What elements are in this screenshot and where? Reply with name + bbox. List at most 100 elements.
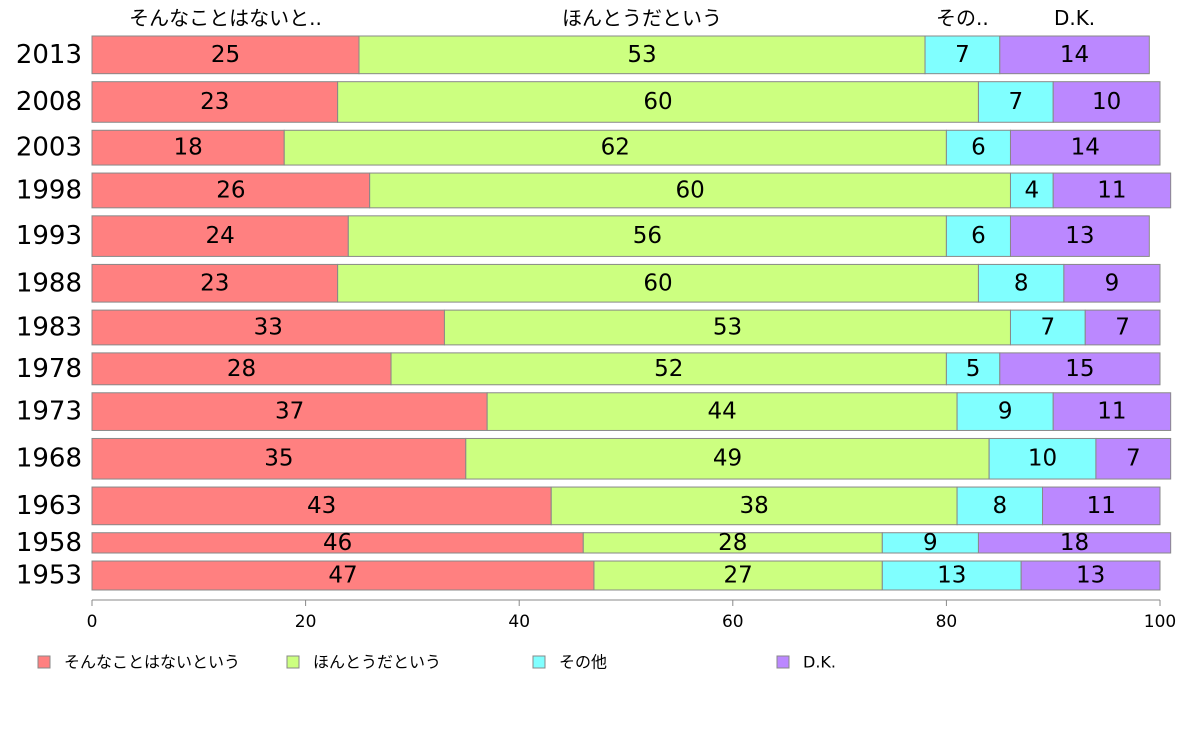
legend-swatch — [37, 655, 51, 669]
x-tick-label: 80 — [936, 612, 958, 632]
segment-label: 49 — [713, 446, 742, 472]
segment-label: 7 — [1126, 446, 1141, 472]
segment-label: 23 — [200, 270, 229, 296]
bar-segment — [369, 172, 1011, 209]
x-tick-label: 20 — [295, 612, 317, 632]
year-label: 1983 — [16, 312, 82, 342]
bar-segment — [999, 352, 1161, 386]
segment-label: 23 — [200, 89, 229, 115]
legend-label: ほんとうだという — [313, 653, 441, 672]
legend-swatch — [532, 655, 546, 669]
bar-segment — [550, 486, 958, 526]
segment-label: 43 — [307, 493, 336, 519]
segment-label: 9 — [998, 399, 1013, 425]
bar-segment — [1042, 486, 1161, 526]
segment-label: 9 — [923, 530, 938, 556]
bar-segment — [977, 263, 1065, 303]
year-label: 1993 — [16, 221, 82, 251]
legend-label: その他 — [559, 653, 607, 672]
bar-segment — [337, 81, 979, 123]
segment-label: 10 — [1028, 446, 1057, 472]
segment-label: 9 — [1105, 270, 1120, 296]
segment-label: 26 — [216, 177, 245, 203]
segment-label: 56 — [633, 223, 662, 249]
segment-label: 6 — [971, 223, 986, 249]
segment-label: 28 — [718, 530, 747, 556]
bar-segment — [1052, 172, 1172, 209]
x-tick-label: 0 — [87, 612, 98, 632]
segment-label: 15 — [1065, 356, 1094, 382]
x-tick-label: 60 — [722, 612, 744, 632]
bar-segment — [945, 352, 1001, 386]
bar-segment — [1084, 309, 1161, 346]
segment-label: 27 — [723, 563, 752, 589]
legend-label: そんなことはないという — [64, 653, 240, 672]
bar-segment — [1009, 309, 1086, 346]
year-label: 1998 — [16, 175, 82, 205]
bar-segment — [91, 486, 552, 526]
bar-segment — [956, 486, 1044, 526]
segment-label: 33 — [254, 314, 283, 340]
segment-label: 14 — [1060, 42, 1089, 68]
bar-segment — [999, 35, 1150, 75]
segment-label: 37 — [275, 399, 304, 425]
series-top-label: ほんとうだという — [562, 6, 722, 30]
bar-segment — [91, 352, 392, 386]
bar-segment — [486, 392, 958, 431]
segment-label: 44 — [707, 399, 736, 425]
bar-segment — [956, 392, 1054, 431]
segment-label: 7 — [1115, 314, 1130, 340]
bar-segment — [593, 560, 883, 591]
legend: そんなことはないという ほんとうだという その他 D.K. — [37, 653, 836, 672]
segment-label: 5 — [966, 356, 981, 382]
segment-label: 11 — [1087, 493, 1116, 519]
segment-label: 4 — [1025, 177, 1040, 203]
bar-segment — [91, 81, 339, 123]
segment-label: 7 — [955, 42, 970, 68]
year-label: 2013 — [16, 40, 82, 70]
bar-segment — [977, 532, 1172, 554]
legend-label: D.K. — [803, 653, 836, 672]
segment-label: 60 — [643, 270, 672, 296]
bar-segment — [1095, 437, 1172, 480]
bar-segment — [1009, 129, 1161, 166]
year-label: 1953 — [16, 561, 82, 591]
bar-segment — [988, 437, 1097, 480]
bar-segment — [358, 35, 926, 75]
bar-segment — [1063, 263, 1161, 303]
segment-label: 53 — [713, 314, 742, 340]
bar-segment — [91, 215, 349, 257]
year-label: 1978 — [16, 354, 82, 384]
segment-label: 38 — [740, 493, 769, 519]
x-tick-label: 40 — [508, 612, 530, 632]
segment-label: 13 — [1076, 563, 1105, 589]
bar-segment — [347, 215, 947, 257]
bar-segment — [91, 309, 445, 346]
series-top-label: そんなことはないと.. — [129, 6, 322, 30]
x-axis: 0 20 40 60 80 100 — [87, 599, 1176, 632]
bar-segment — [91, 172, 371, 209]
bar-segment — [924, 35, 1001, 75]
bar-segment — [1052, 81, 1161, 123]
segment-label: 14 — [1071, 135, 1100, 161]
year-label: 1968 — [16, 444, 82, 474]
segment-label: 35 — [264, 446, 293, 472]
series-top-label: D.K. — [1054, 6, 1095, 30]
segment-label: 7 — [1008, 89, 1023, 115]
segment-label: 8 — [1014, 270, 1029, 296]
segment-label: 46 — [323, 530, 352, 556]
bar-segment — [283, 129, 947, 166]
segment-label: 28 — [227, 356, 256, 382]
bar-segment — [337, 263, 979, 303]
segment-label: 10 — [1092, 89, 1121, 115]
segment-label: 13 — [937, 563, 966, 589]
x-tick-label: 100 — [1144, 612, 1176, 632]
bar-segment — [91, 35, 360, 75]
segment-label: 47 — [328, 563, 357, 589]
segment-label: 8 — [992, 493, 1007, 519]
segment-label: 18 — [173, 135, 202, 161]
year-label: 2008 — [16, 87, 82, 117]
year-label: 1988 — [16, 268, 82, 298]
segment-label: 60 — [643, 89, 672, 115]
